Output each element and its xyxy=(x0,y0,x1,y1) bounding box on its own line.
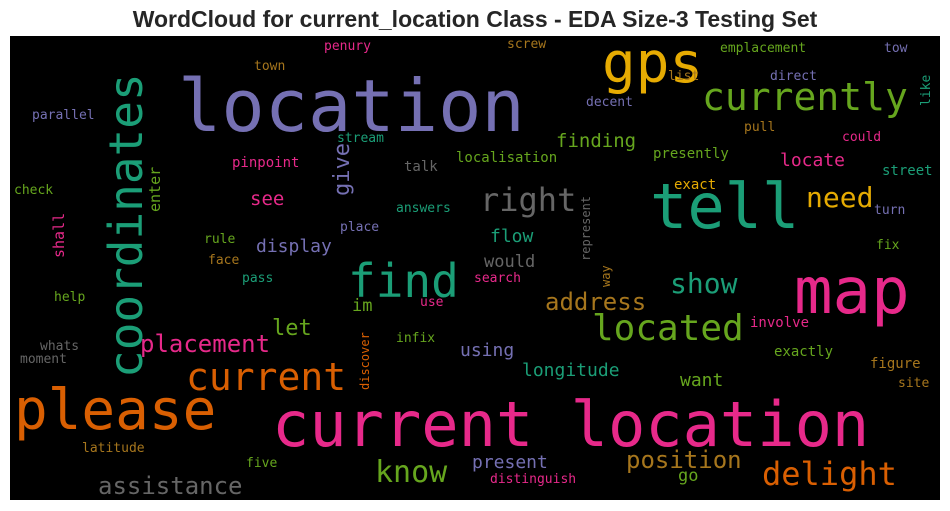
word-emplacement: emplacement xyxy=(720,41,807,56)
word-parallel: parallel xyxy=(32,108,95,123)
word-figure: figure xyxy=(870,356,921,372)
word-direct: direct xyxy=(770,69,817,84)
word-see: see xyxy=(250,188,285,210)
word-place: place xyxy=(340,220,380,235)
word-exactly: exactly xyxy=(774,344,834,360)
word-locate: locate xyxy=(780,150,846,171)
word-position: position xyxy=(626,446,742,474)
word-pull: pull xyxy=(744,120,776,135)
word-im: im xyxy=(352,296,373,316)
word-turn: turn xyxy=(874,203,906,218)
word-display: display xyxy=(256,236,332,257)
word-use: use xyxy=(420,295,444,310)
word-please: please xyxy=(14,378,217,443)
word-represent: represent xyxy=(579,195,593,261)
word-localisation: localisation xyxy=(456,150,558,166)
word-face: face xyxy=(208,253,240,268)
word-like: like xyxy=(919,74,934,106)
word-decent: decent xyxy=(586,95,633,110)
word-assistance: assistance xyxy=(98,472,243,500)
word-list: list xyxy=(668,69,700,84)
word-exact: exact xyxy=(674,177,717,193)
word-stream: stream xyxy=(337,131,384,146)
word-pass: pass xyxy=(242,271,274,286)
word-enter: enter xyxy=(146,166,164,212)
word-gps: gps xyxy=(602,36,704,96)
word-present: present xyxy=(472,452,548,473)
word-need: need xyxy=(806,181,874,214)
word-town: town xyxy=(254,59,286,74)
word-placement: placement xyxy=(140,330,271,358)
word-let: let xyxy=(272,316,312,341)
word-flow: flow xyxy=(490,226,534,247)
word-using: using xyxy=(460,340,515,361)
word-tell: tell xyxy=(650,170,800,243)
word-tow: tow xyxy=(884,41,908,56)
word-five: five xyxy=(246,456,278,471)
word-site: site xyxy=(898,376,930,391)
word-moment: moment xyxy=(20,352,67,367)
word-show: show xyxy=(670,267,738,300)
word-want: want xyxy=(680,370,724,391)
word-penury: penury xyxy=(324,39,371,54)
word-current-location: current location xyxy=(272,388,870,461)
word-location: location xyxy=(178,64,525,148)
word-street: street xyxy=(882,163,933,179)
word-would: would xyxy=(484,252,536,272)
word-find: find xyxy=(348,254,459,308)
word-currently: currently xyxy=(702,75,908,119)
word-shall: shall xyxy=(50,212,68,258)
word-could: could xyxy=(842,130,882,145)
word-delight: delight xyxy=(762,455,897,493)
word-check: check xyxy=(14,183,54,198)
word-map: map xyxy=(794,255,910,329)
word-fix: fix xyxy=(876,238,900,253)
word-longitude: longitude xyxy=(522,360,620,381)
chart-title: WordCloud for current_location Class - E… xyxy=(132,6,818,32)
word-search: search xyxy=(474,271,521,286)
word-pinpoint: pinpoint xyxy=(232,155,300,171)
word-go: go xyxy=(678,466,699,486)
word-address: address xyxy=(545,288,647,316)
word-involve: involve xyxy=(750,315,810,331)
word-talk: talk xyxy=(404,159,438,175)
word-finding: finding xyxy=(556,130,637,152)
word-presently: presently xyxy=(653,146,729,162)
word-give: give xyxy=(330,143,355,196)
word-help: help xyxy=(54,290,86,305)
word-latitude: latitude xyxy=(82,441,145,456)
word-screw: screw xyxy=(507,37,547,52)
word-infix: infix xyxy=(396,331,436,346)
word-rule: rule xyxy=(204,232,236,247)
word-located: located xyxy=(592,308,744,349)
word-answers: answers xyxy=(396,201,451,216)
word-right: right xyxy=(480,181,577,219)
word-way: way xyxy=(599,265,613,287)
word-know: know xyxy=(375,455,448,490)
word-current: current xyxy=(186,355,347,399)
wordcloud-canvas: current location location map please tel… xyxy=(10,36,940,500)
word-distinguish: distinguish xyxy=(490,472,577,487)
word-whats: whats xyxy=(40,339,80,354)
word-discover: discover xyxy=(358,332,372,390)
